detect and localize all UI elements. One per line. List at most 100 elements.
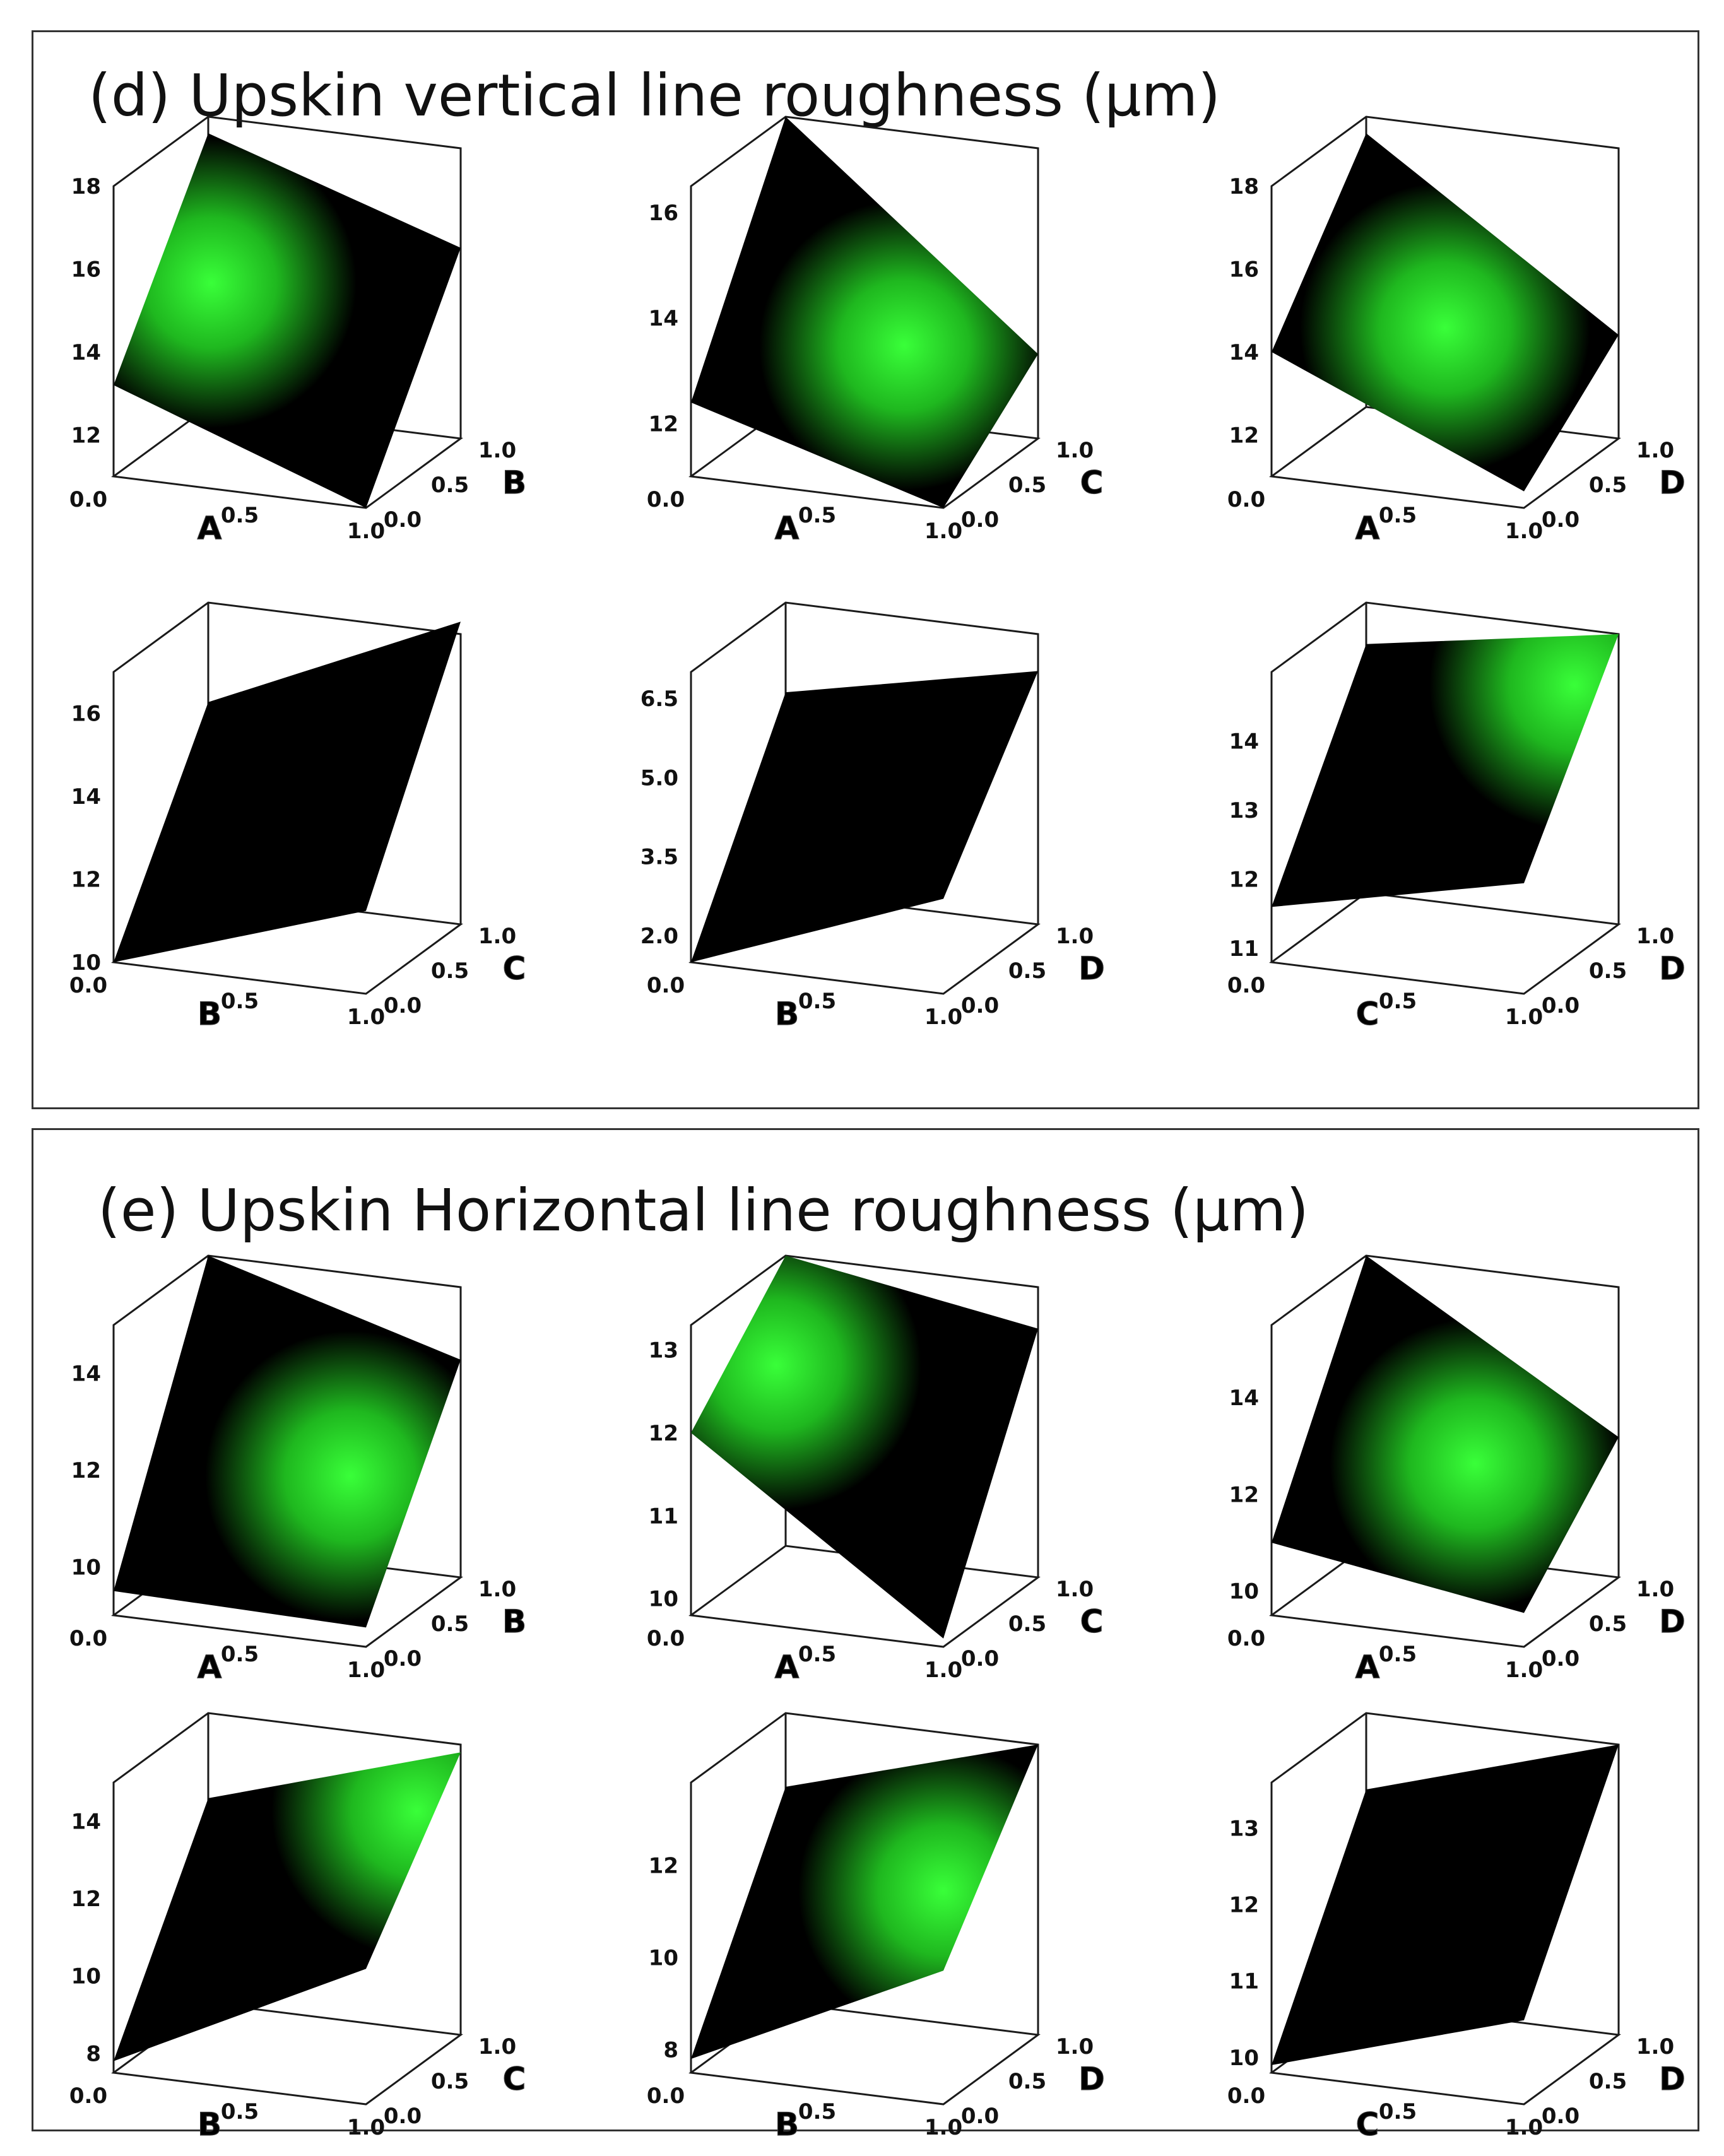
z-tick-label: 10 bbox=[649, 1945, 678, 1970]
z-tick-label: 12 bbox=[1229, 423, 1259, 448]
response-surface bbox=[691, 671, 1038, 962]
x-tick-label: 0.0 bbox=[1227, 1626, 1265, 1651]
y-tick-label: 0.0 bbox=[1542, 507, 1579, 533]
x-tick-label: 0.0 bbox=[647, 487, 685, 512]
y-tick-label: 1.0 bbox=[478, 2034, 516, 2059]
z-tick-label: 11 bbox=[649, 1504, 678, 1529]
y-tick-label: 0.5 bbox=[431, 958, 469, 984]
z-tick-label: 8 bbox=[663, 2037, 678, 2063]
x-tick-label: 0.5 bbox=[221, 503, 259, 528]
panel-d-title: (d) Upskin vertical line roughness (µm) bbox=[88, 62, 1221, 129]
y-tick-label: 0.0 bbox=[384, 2104, 422, 2129]
y-tick-label: 0.0 bbox=[384, 507, 422, 533]
x-tick-label: 0.5 bbox=[1379, 2099, 1417, 2124]
x-tick-label: 0.0 bbox=[647, 973, 685, 998]
z-tick-label: 16 bbox=[649, 201, 678, 226]
z-tick-label: 16 bbox=[71, 257, 101, 282]
z-tick-label: 14 bbox=[71, 1362, 101, 1387]
x-tick-label: 0.0 bbox=[69, 1626, 107, 1651]
z-tick-label: 13 bbox=[1229, 798, 1259, 823]
x-axis-label: A bbox=[1355, 510, 1380, 546]
z-tick-label: 2.0 bbox=[641, 924, 678, 949]
y-tick-label: 1.0 bbox=[1636, 1577, 1674, 1602]
z-tick-label: 12 bbox=[71, 1887, 101, 1912]
z-tick-label: 10 bbox=[1229, 1579, 1259, 1605]
z-tick-label: 12 bbox=[71, 1458, 101, 1483]
y-tick-label: 0.0 bbox=[1542, 2104, 1579, 2129]
x-tick-label: 0.0 bbox=[647, 2083, 685, 2109]
y-tick-label: 0.5 bbox=[1589, 958, 1627, 984]
y-tick-label: 0.0 bbox=[384, 1646, 422, 1671]
z-tick-label: 12 bbox=[1229, 868, 1259, 893]
response-surface bbox=[114, 1256, 461, 1628]
y-axis-label: D bbox=[1078, 950, 1105, 987]
response-surface bbox=[691, 117, 1038, 508]
y-tick-label: 0.5 bbox=[1008, 2069, 1046, 2094]
y-tick-label: 1.0 bbox=[1056, 2034, 1094, 2059]
x-tick-label: 0.0 bbox=[69, 973, 107, 998]
z-tick-label: 10 bbox=[71, 950, 101, 975]
x-tick-label: 1.0 bbox=[347, 1658, 385, 1683]
x-tick-label: 0.5 bbox=[221, 989, 259, 1014]
response-surface bbox=[691, 1256, 1038, 1639]
y-tick-label: 0.5 bbox=[1589, 473, 1627, 498]
z-tick-label: 12 bbox=[71, 423, 101, 448]
x-tick-label: 1.0 bbox=[347, 2115, 385, 2140]
x-tick-label: 0.5 bbox=[798, 989, 836, 1014]
y-tick-label: 0.5 bbox=[1589, 2069, 1627, 2094]
floor-outline bbox=[1269, 892, 1621, 995]
y-tick-label: 0.5 bbox=[1008, 1611, 1046, 1637]
x-tick-label: 1.0 bbox=[347, 1004, 385, 1030]
x-tick-label: 0.5 bbox=[1379, 1642, 1417, 1667]
y-tick-label: 0.0 bbox=[384, 993, 422, 1018]
y-tick-label: 0.0 bbox=[1542, 1646, 1579, 1671]
z-tick-label: 10 bbox=[649, 1587, 678, 1612]
y-tick-label: 0.0 bbox=[961, 993, 999, 1018]
x-axis-label: B bbox=[198, 996, 221, 1032]
surface-plot-0-4: 2.03.55.06.50.00.51.00.00.51.0BD bbox=[641, 601, 1105, 1033]
response-surface bbox=[114, 1752, 461, 2061]
x-tick-label: 1.0 bbox=[1505, 519, 1543, 544]
z-tick-label: 14 bbox=[71, 340, 101, 365]
y-tick-label: 1.0 bbox=[478, 1577, 516, 1602]
z-tick-label: 16 bbox=[1229, 257, 1259, 282]
y-tick-label: 1.0 bbox=[1636, 438, 1674, 463]
z-tick-label: 14 bbox=[71, 784, 101, 810]
y-axis-label: D bbox=[1659, 2061, 1686, 2097]
x-tick-label: 0.0 bbox=[69, 487, 107, 512]
x-axis-label: B bbox=[198, 2106, 221, 2143]
response-surface bbox=[114, 621, 461, 962]
response-surface bbox=[1272, 1256, 1619, 1613]
y-tick-label: 0.0 bbox=[1542, 993, 1579, 1018]
z-tick-label: 12 bbox=[71, 868, 101, 893]
x-axis-label: C bbox=[1356, 996, 1379, 1032]
x-tick-label: 0.0 bbox=[1227, 973, 1265, 998]
z-tick-label: 14 bbox=[71, 1809, 101, 1834]
z-tick-label: 12 bbox=[649, 1853, 678, 1878]
x-tick-label: 1.0 bbox=[924, 519, 962, 544]
y-axis-label: D bbox=[1659, 464, 1686, 501]
y-axis-label: B bbox=[502, 464, 526, 501]
y-axis-label: C bbox=[503, 2061, 526, 2097]
y-tick-label: 0.5 bbox=[1008, 473, 1046, 498]
x-tick-label: 0.5 bbox=[798, 1642, 836, 1667]
response-surface bbox=[691, 1745, 1038, 2059]
response-surface bbox=[114, 133, 461, 509]
x-axis-label: C bbox=[1356, 2106, 1379, 2143]
z-tick-label: 18 bbox=[71, 174, 101, 199]
response-surface bbox=[1272, 1745, 1619, 2065]
x-tick-label: 0.5 bbox=[1379, 989, 1417, 1014]
x-tick-label: 1.0 bbox=[1505, 2115, 1543, 2140]
z-tick-label: 18 bbox=[1229, 174, 1259, 199]
x-tick-label: 0.5 bbox=[221, 2099, 259, 2124]
x-axis-label: A bbox=[1355, 1649, 1380, 1685]
y-axis-label: D bbox=[1659, 1603, 1686, 1640]
x-tick-label: 1.0 bbox=[924, 1004, 962, 1030]
x-tick-label: 0.0 bbox=[647, 1626, 685, 1651]
y-axis-label: D bbox=[1078, 2061, 1105, 2097]
x-tick-label: 0.0 bbox=[1227, 2083, 1265, 2109]
